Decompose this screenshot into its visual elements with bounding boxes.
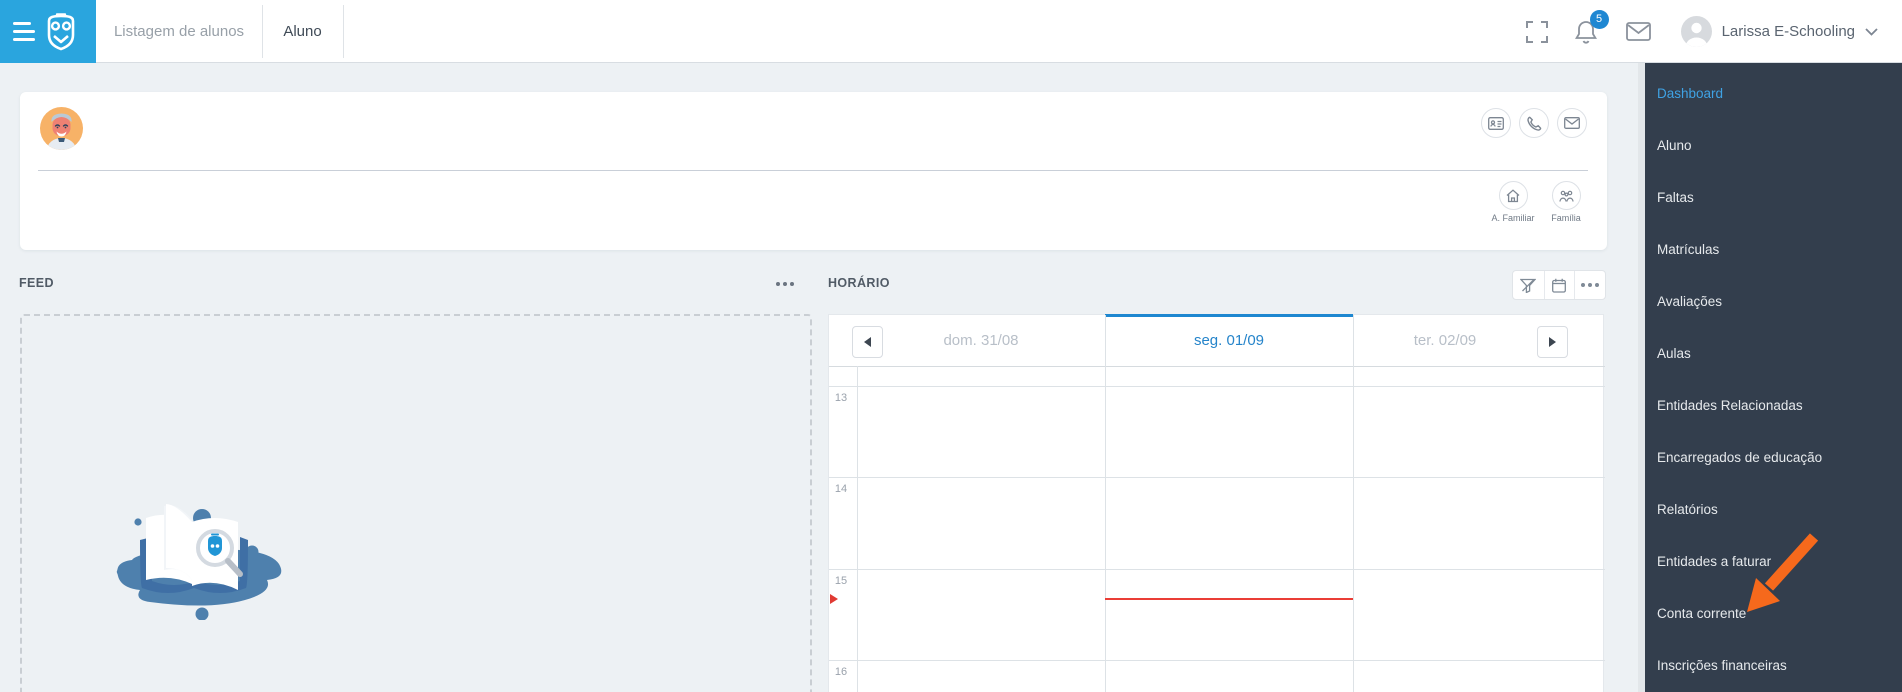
menu-logo-box[interactable] [0,0,96,63]
feed-empty-illustration [102,500,282,620]
caret-right-icon [1549,337,1556,347]
schedule-calendar: dom. 31/08 seg. 01/09 ter. 02/09 13 14 1… [828,314,1605,692]
day-header-ter[interactable]: ter. 02/09 [1413,332,1477,349]
send-mail-button[interactable] [1557,108,1587,138]
caret-left-icon [864,337,871,347]
familia-label: Família [1551,213,1581,223]
user-name: Larissa E-Schooling [1721,23,1855,40]
feed-options-ellipsis-icon[interactable] [776,282,794,286]
envelope-icon [1564,117,1580,129]
schedule-toolbar [1512,270,1606,300]
calendar-icon [1552,278,1567,293]
notifications-bell-icon[interactable]: 5 [1574,9,1609,45]
tab-divider [262,5,263,58]
sidebar-item-relatorios[interactable]: Relatórios [1657,501,1718,517]
sidebar-item-aulas[interactable]: Aulas [1657,345,1691,361]
app-logo-owl-icon [44,12,78,51]
page-scrollbar[interactable] [1638,63,1645,692]
hour-label-13: 13 [834,392,848,404]
active-day-indicator [1105,314,1353,317]
user-avatar-placeholder [1680,16,1712,47]
student-avatar[interactable] [40,107,83,150]
id-card-icon [1488,116,1504,130]
messages-mail-icon[interactable] [1625,22,1651,41]
home-icon [1506,188,1520,202]
schedule-filter-button[interactable] [1513,271,1544,299]
calendar-prev-button[interactable] [852,326,883,358]
agregado-familiar-link[interactable]: A. Familiar [1491,181,1535,223]
navigation-sidebar: Dashboard Aluno Faltas Matrículas Avalia… [1645,63,1902,692]
day-header-dom[interactable]: dom. 31/08 [943,332,1019,349]
notification-count-badge: 5 [1589,9,1609,29]
sidebar-item-encarregados-de-educacao[interactable]: Encarregados de educação [1657,449,1823,465]
sidebar-item-entidades-a-faturar[interactable]: Entidades a faturar [1657,553,1772,569]
family-icon [1558,190,1574,202]
ellipsis-icon [1581,283,1600,287]
schedule-options-button[interactable] [1574,271,1605,299]
hamburger-menu-icon[interactable] [13,22,35,41]
feed-empty-panel: Ainda não há novidades para mostrar aqui… [20,314,812,692]
sidebar-item-matriculas[interactable]: Matrículas [1657,241,1720,257]
sidebar-item-dashboard[interactable]: Dashboard [1657,85,1724,101]
filter-off-icon [1520,278,1537,293]
day-header-seg[interactable]: seg. 01/09 [1193,332,1265,349]
current-time-marker-icon [830,594,838,604]
calendar-next-button[interactable] [1537,326,1568,358]
card-divider [38,170,1588,171]
chevron-down-icon [1865,27,1878,36]
phone-icon [1526,116,1541,131]
current-time-line [1105,598,1353,600]
student-profile-card: A. Familiar Família [20,92,1607,250]
id-card-button[interactable] [1481,108,1511,138]
schedule-calendar-button[interactable] [1543,271,1575,299]
hour-label-15: 15 [834,575,848,587]
hour-label-14: 14 [834,483,848,495]
fullscreen-icon[interactable] [1525,20,1548,43]
sidebar-item-avaliacoes[interactable]: Avaliações [1657,293,1723,309]
hour-label-16: 16 [834,666,848,678]
tab-aluno[interactable]: Aluno [283,22,322,40]
sidebar-item-aluno[interactable]: Aluno [1657,137,1692,153]
sidebar-item-entidades-relacionadas[interactable]: Entidades Relacionadas [1657,397,1803,413]
sidebar-item-conta-corrente[interactable]: Conta corrente [1657,605,1747,621]
user-menu[interactable]: Larissa E-Schooling [1680,16,1878,47]
sidebar-item-inscricoes-financeiras[interactable]: Inscrições financeiras [1657,657,1787,673]
top-header: Listagem de alunos Aluno 5 [0,0,1902,63]
familia-link[interactable]: Família [1545,181,1587,223]
tab-listagem-de-alunos[interactable]: Listagem de alunos [113,22,245,40]
sidebar-item-faltas[interactable]: Faltas [1657,189,1694,205]
tab-divider [343,5,344,58]
schedule-section-title: HORÁRIO [828,276,890,290]
phone-button[interactable] [1519,108,1549,138]
agregado-familiar-label: A. Familiar [1491,213,1535,223]
feed-section-title: FEED [19,276,54,290]
